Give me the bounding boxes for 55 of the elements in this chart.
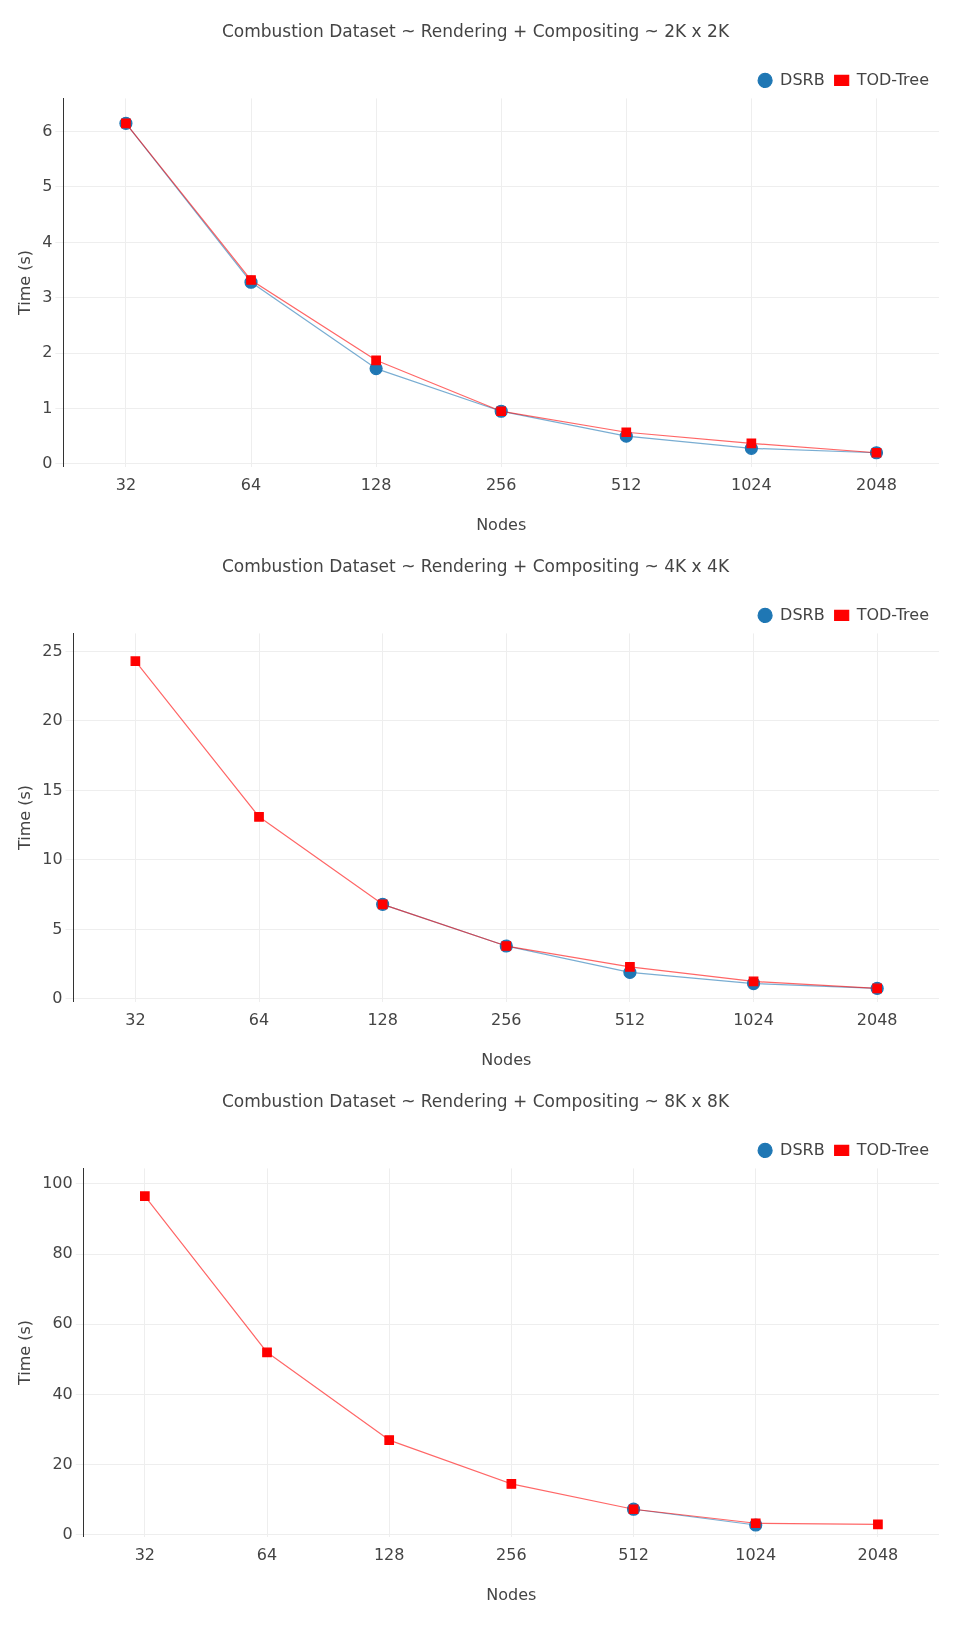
y-tick-label: 40 bbox=[52, 1383, 73, 1403]
y-tick-label: 3 bbox=[42, 286, 53, 306]
y-tick-label: 4 bbox=[42, 231, 53, 251]
x-tick-label: 128 bbox=[360, 475, 392, 495]
chart-title: Combustion Dataset ~ Rendering + Compositing ~ 4K x 4K bbox=[221, 555, 730, 576]
y-tick-label: 20 bbox=[42, 710, 63, 730]
x-tick-label: 1024 bbox=[731, 475, 772, 495]
chart-title: Combustion Dataset ~ Rendering + Compositing ~ 2K x 2K bbox=[221, 20, 730, 41]
x-axis-title: Nodes bbox=[476, 514, 527, 534]
x-tick-label: 2048 bbox=[857, 1545, 899, 1565]
y-tick-label: 15 bbox=[42, 779, 63, 799]
x-tick-label: 32 bbox=[125, 1010, 146, 1030]
x-tick-label: 64 bbox=[256, 1545, 278, 1565]
x-tick-label: 256 bbox=[485, 475, 517, 495]
y-tick-label: 2 bbox=[42, 342, 53, 362]
y-tick-label: 0 bbox=[62, 1524, 73, 1543]
x-axis-title: Nodes bbox=[486, 1584, 537, 1604]
legend-label: DSRB bbox=[780, 69, 825, 89]
y-tick-label: 6 bbox=[42, 120, 53, 140]
x-axis-title: Nodes bbox=[481, 1049, 532, 1069]
x-tick-label: 32 bbox=[134, 1545, 156, 1565]
legend-label: DSRB bbox=[780, 1139, 825, 1159]
y-tick-label: 100 bbox=[42, 1173, 73, 1192]
x-tick-label: 1024 bbox=[733, 1010, 774, 1030]
x-tick-label: 512 bbox=[618, 1545, 649, 1565]
y-tick-label: 10 bbox=[42, 849, 63, 869]
x-tick-label: 2048 bbox=[856, 1010, 898, 1030]
y-tick-label: 5 bbox=[52, 918, 63, 938]
chart-title: Combustion Dataset ~ Rendering + Compositing ~ 8K x 8K bbox=[221, 1090, 730, 1111]
x-tick-label: 64 bbox=[240, 475, 262, 495]
x-tick-label: 128 bbox=[373, 1545, 405, 1565]
x-tick-label: 64 bbox=[248, 1010, 270, 1030]
y-axis-title: Time (s) bbox=[14, 784, 34, 852]
y-tick-label: 20 bbox=[52, 1453, 73, 1473]
x-tick-label: 128 bbox=[367, 1010, 398, 1030]
y-tick-label: 60 bbox=[52, 1313, 73, 1333]
x-tick-label: 2048 bbox=[856, 475, 897, 495]
y-tick-label: 80 bbox=[52, 1243, 73, 1263]
y-tick-label: 25 bbox=[42, 640, 63, 660]
x-tick-label: 32 bbox=[115, 475, 137, 495]
y-axis-title: Time (s) bbox=[14, 249, 34, 317]
x-tick-label: 256 bbox=[496, 1545, 527, 1565]
y-axis-title: Time (s) bbox=[14, 1319, 34, 1387]
legend-label: TOD-Tree bbox=[855, 604, 929, 624]
x-tick-label: 256 bbox=[491, 1010, 522, 1030]
x-tick-label: 1024 bbox=[735, 1545, 777, 1565]
x-tick-label: 512 bbox=[614, 1010, 646, 1030]
legend-label: DSRB bbox=[780, 604, 825, 624]
x-tick-label: 512 bbox=[611, 475, 642, 495]
y-tick-label: 5 bbox=[42, 176, 53, 196]
y-tick-label: 1 bbox=[42, 397, 53, 417]
legend-label: TOD-Tree bbox=[855, 1139, 929, 1159]
y-tick-label: 0 bbox=[42, 452, 53, 472]
legend-label: TOD-Tree bbox=[855, 69, 929, 89]
y-tick-label: 0 bbox=[52, 987, 63, 1007]
